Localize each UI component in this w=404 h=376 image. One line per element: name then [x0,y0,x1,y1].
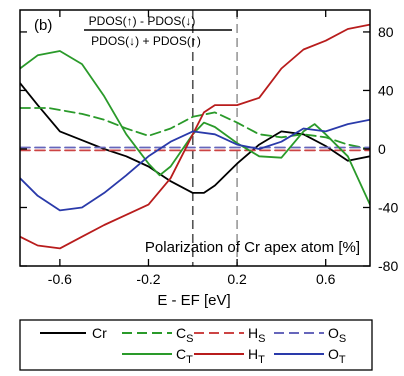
series-line-cr [20,83,370,193]
y-tick-label: 80 [378,24,394,40]
panel-label: (b) [34,17,52,34]
x-tick-label: 0.6 [316,271,336,287]
y-tick-label: -80 [378,258,398,274]
formula-numerator: PDOS(↑) - PDOS(↓) [89,14,196,28]
x-tick-label: -0.2 [136,271,160,287]
formula-denominator: PDOS(↓) + PDOS(↑) [91,34,201,48]
polarization-annotation: Polarization of Cr apex atom [%] [145,239,360,256]
plot-area [20,10,370,266]
series-line-ct [20,51,370,205]
y-tick-label: 0 [378,141,386,157]
y-tick-label: -40 [378,199,398,215]
plot-frame [20,10,370,266]
legend-label-cr: Cr [92,325,107,341]
series-line-ot [20,120,370,211]
y-tick-label: 40 [378,82,394,98]
x-axis-label: E - EF [eV] [157,292,230,309]
x-tick-label: -0.6 [48,271,72,287]
legend-box [20,320,372,370]
x-tick-label: 0.2 [227,271,247,287]
formula: PDOS(↑) - PDOS(↓) PDOS(↓) + PDOS(↑) [84,14,232,48]
